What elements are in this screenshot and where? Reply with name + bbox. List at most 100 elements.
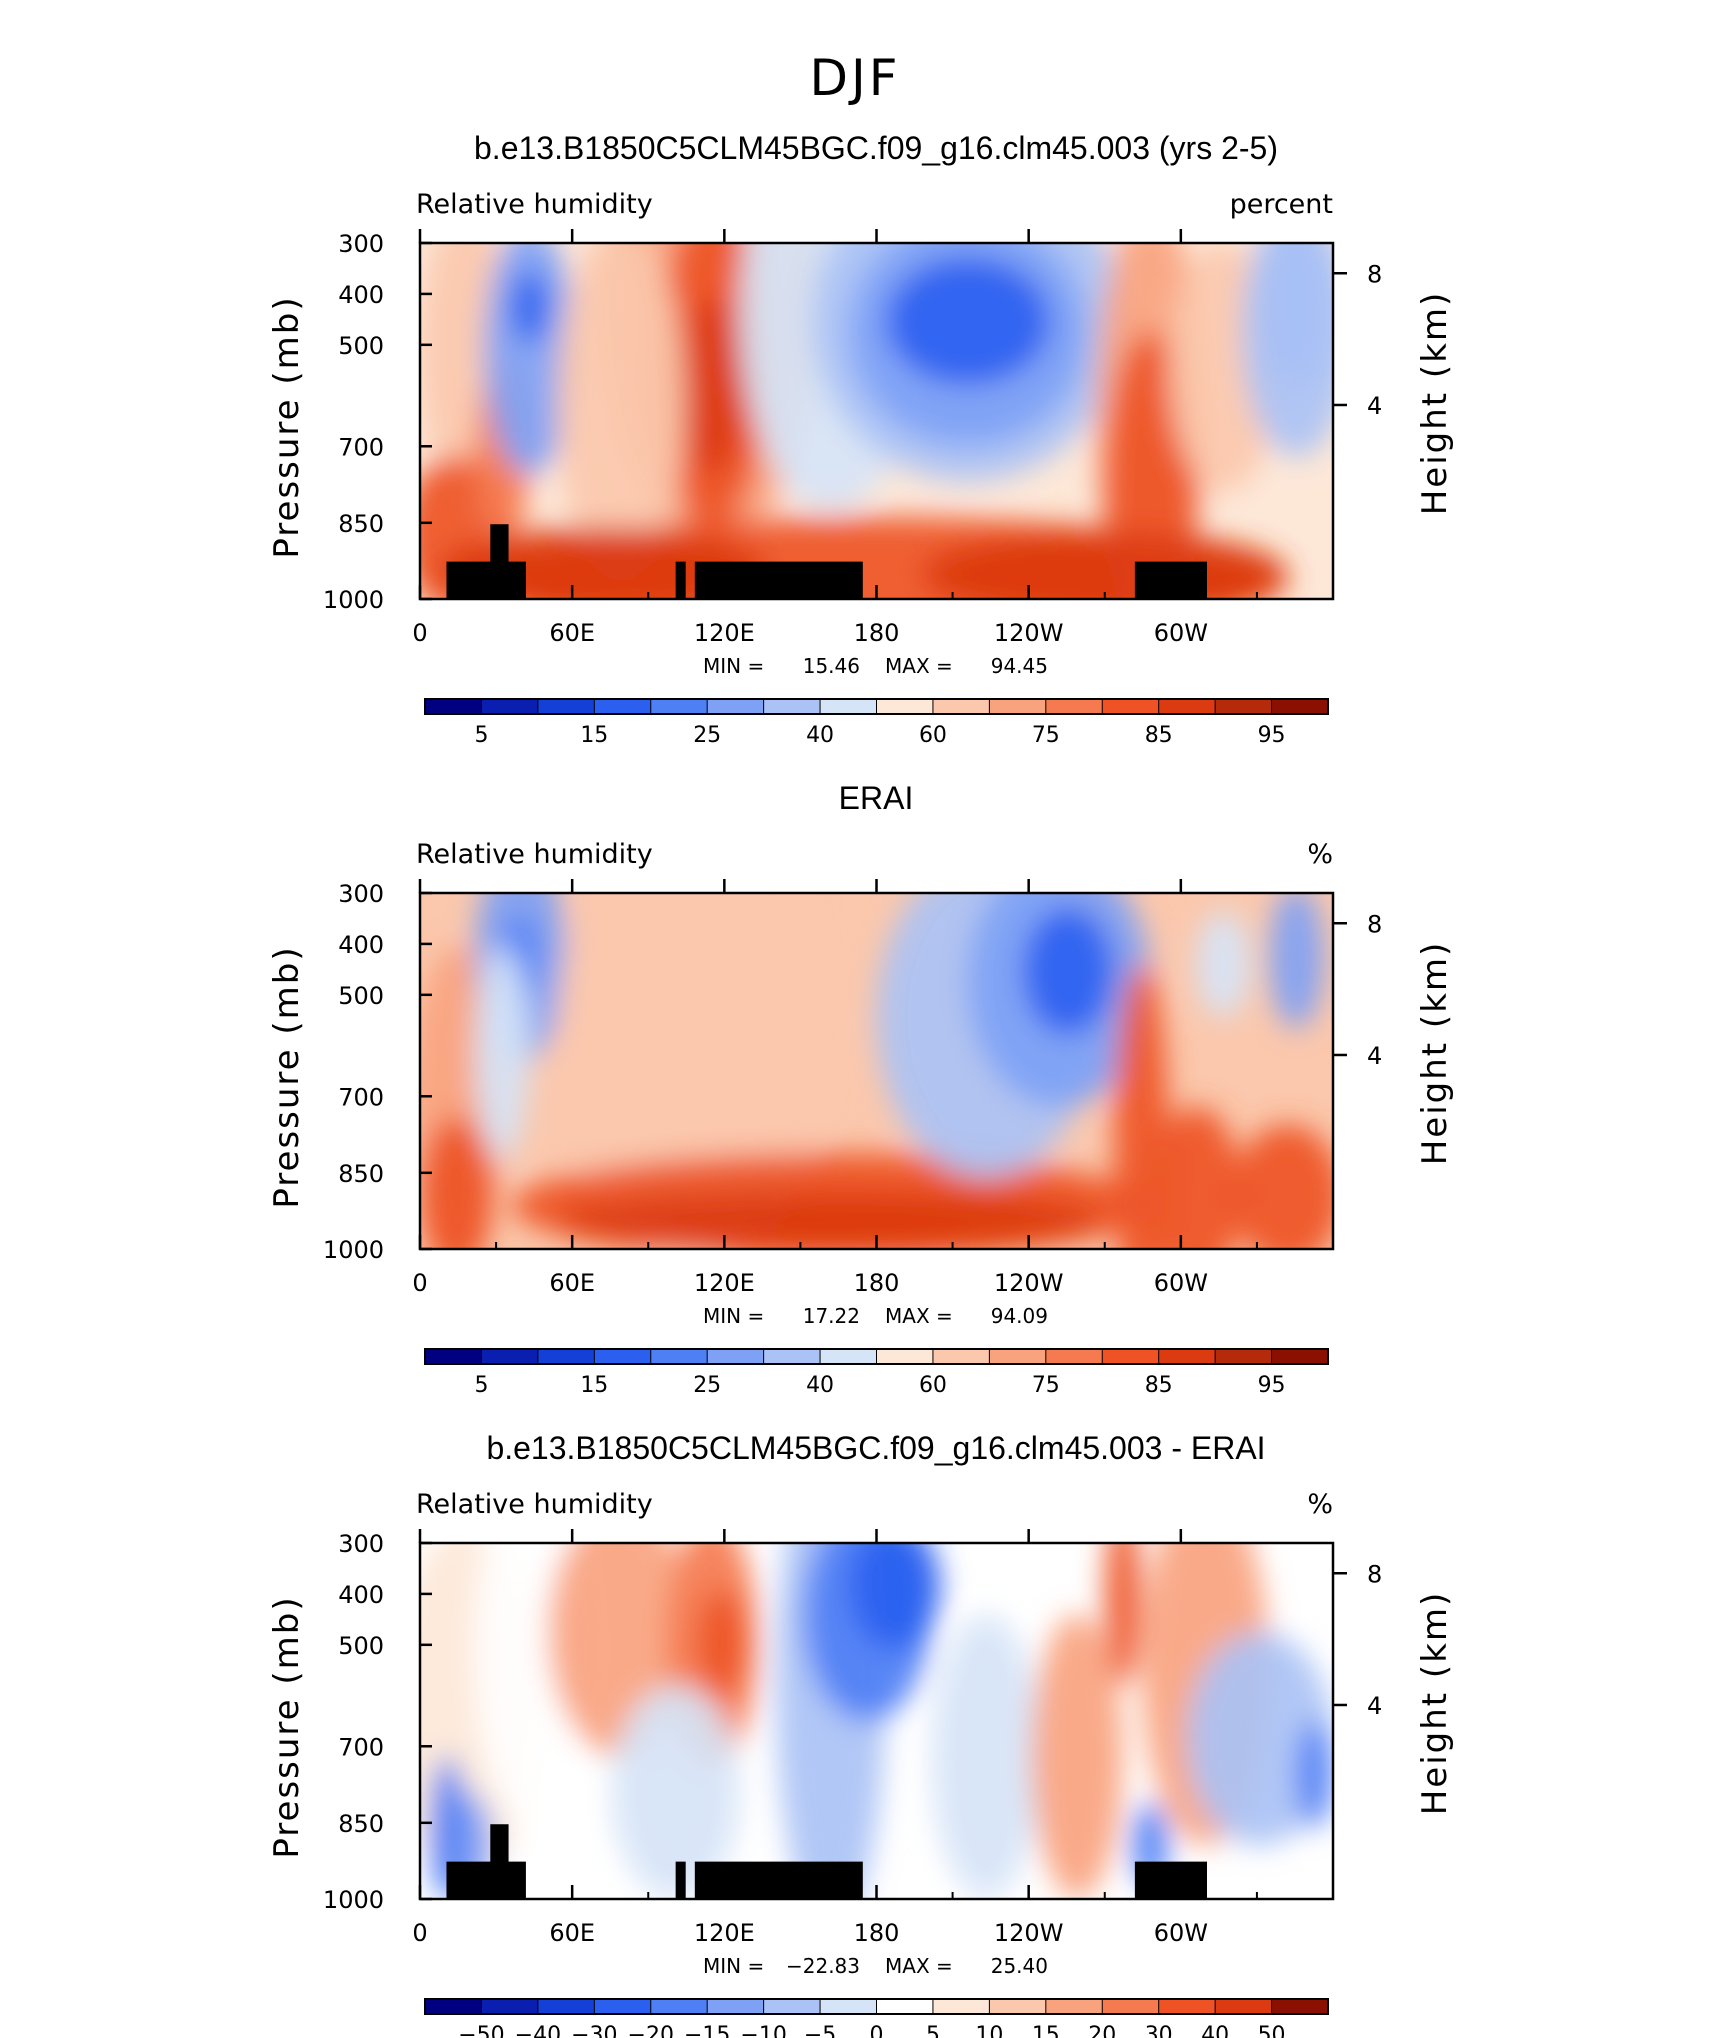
- y2-axis-title: Height (km): [1415, 291, 1455, 516]
- colorbar-label: −50: [458, 2023, 504, 2038]
- x-tick-label: 120E: [694, 1269, 755, 1297]
- colorbar-swatch: [1045, 1998, 1104, 2015]
- contour-blob: [698, 1589, 745, 1697]
- colorbar-swatch: [424, 698, 483, 715]
- y-tick-label: 500: [338, 332, 384, 360]
- contour-blob: [849, 1543, 941, 1650]
- contour-blob: [885, 257, 1050, 386]
- y2-tick-label: 8: [1367, 910, 1382, 938]
- colorbar-label: 75: [1032, 1373, 1060, 1398]
- x-tick-label: 60W: [1154, 1269, 1208, 1297]
- colorbar-swatch: [1271, 698, 1329, 715]
- colorbar-swatch: [1045, 698, 1104, 715]
- colorbar-label: 5: [474, 723, 488, 748]
- x-tick-label: 60W: [1154, 1919, 1208, 1947]
- variable-label: Relative humidity: [416, 189, 653, 220]
- y2-tick-label: 4: [1367, 392, 1382, 420]
- colorbar-swatch: [1101, 1998, 1160, 2015]
- colorbar-swatch: [650, 1348, 709, 1365]
- contour-blob: [931, 1614, 1041, 1899]
- colorbar-label: 40: [806, 723, 834, 748]
- colorbar-label: 20: [1088, 2023, 1116, 2038]
- variable-label: Relative humidity: [416, 1489, 653, 1520]
- y-tick-label: 300: [338, 230, 384, 258]
- x-tick-label: 60W: [1154, 619, 1208, 647]
- colorbar-swatch: [650, 1998, 709, 2015]
- colorbar-label: 95: [1258, 1373, 1286, 1398]
- y-tick-label: 850: [338, 1810, 384, 1838]
- y2-tick-label: 4: [1367, 1042, 1382, 1070]
- y-tick-label: 850: [338, 1160, 384, 1188]
- colorbar-label: 85: [1145, 1373, 1173, 1398]
- x-tick-label: 60E: [549, 1919, 595, 1947]
- x-tick-label: 0: [412, 1269, 427, 1297]
- colorbar-label: 10: [975, 2023, 1003, 2038]
- y-axis-title: Pressure (mb): [267, 1595, 307, 1858]
- colorbar: −50 −40 −30 −20 −15 −10 −5 0 5 10 15 20 30 40 50: [424, 1998, 1329, 2038]
- colorbar-frame: [424, 1998, 1329, 2015]
- colorbar-swatch: [706, 1998, 765, 2015]
- units-label: percent: [1230, 189, 1333, 220]
- min-value: 15.46: [803, 654, 860, 678]
- colorbar-swatch: [932, 1998, 991, 2015]
- colorbar-label: 5: [926, 2023, 940, 2038]
- contour-blob: [1186, 1632, 1333, 1846]
- x-tick-label: 60E: [549, 1269, 595, 1297]
- colorbar-swatch: [988, 1998, 1047, 2015]
- y-tick-label: 850: [338, 510, 384, 538]
- contour-blob: [1031, 1614, 1124, 1899]
- y-tick-label: 1000: [323, 1886, 384, 1914]
- max-value: 94.45: [991, 654, 1048, 678]
- contour-field: [420, 1543, 1333, 1899]
- contour-blob: [1269, 893, 1324, 1029]
- colorbar-label: 30: [1145, 2023, 1173, 2038]
- y-tick-label: 300: [338, 1530, 384, 1558]
- y-tick-label: 700: [338, 433, 384, 461]
- y-axis-title: Pressure (mb): [267, 295, 307, 558]
- colorbar-swatch: [537, 1998, 596, 2015]
- colorbar-label: 60: [919, 723, 947, 748]
- max-value: 94.09: [991, 1304, 1048, 1328]
- y-tick-label: 1000: [323, 586, 384, 614]
- colorbar-swatch: [932, 1348, 991, 1365]
- contour-blob: [420, 1117, 494, 1249]
- colorbar-swatch: [988, 698, 1047, 715]
- colorbar-label: 40: [806, 1373, 834, 1398]
- colorbar-label: −40: [515, 2023, 561, 2038]
- y-tick-label: 700: [338, 1733, 384, 1761]
- field-blobs: [420, 893, 1333, 1249]
- colorbar-label: 95: [1258, 723, 1286, 748]
- x-tick-label: 120W: [994, 1269, 1064, 1297]
- terrain-block: [446, 561, 526, 599]
- y-tick-label: 400: [338, 281, 384, 309]
- colorbar-label: 40: [1201, 2023, 1229, 2038]
- y-tick-label: 300: [338, 880, 384, 908]
- colorbar-swatch: [932, 698, 991, 715]
- terrain-block: [675, 561, 686, 599]
- y2-tick-label: 8: [1367, 260, 1382, 288]
- colorbar-label: −10: [740, 2023, 786, 2038]
- colorbar-swatch: [1271, 1348, 1329, 1365]
- colorbar-label: 5: [474, 1373, 488, 1398]
- colorbar-swatch: [1101, 698, 1160, 715]
- x-tick-label: 120E: [694, 619, 755, 647]
- y-tick-label: 700: [338, 1083, 384, 1111]
- x-tick-label: 180: [854, 619, 900, 647]
- colorbar-label: −15: [684, 2023, 730, 2038]
- colorbar-swatch: [876, 1348, 934, 1365]
- contour-blob: [922, 531, 1288, 599]
- colorbar-swatch: [763, 1348, 822, 1365]
- contour-blob: [474, 946, 530, 1160]
- min-label: MIN =: [703, 1954, 764, 1978]
- contour-blob: [556, 1192, 1105, 1249]
- colorbar-swatch: [988, 1348, 1047, 1365]
- y-tick-label: 400: [338, 931, 384, 959]
- colorbar-swatch: [1214, 1348, 1273, 1365]
- contour-blob: [1241, 243, 1333, 457]
- terrain-block: [490, 1824, 509, 1899]
- terrain-block: [490, 524, 509, 599]
- y2-axis-title: Height (km): [1415, 1591, 1455, 1816]
- contour-blob: [1232, 1124, 1333, 1249]
- max-value: 25.40: [991, 1954, 1048, 1978]
- x-tick-label: 120W: [994, 1919, 1064, 1947]
